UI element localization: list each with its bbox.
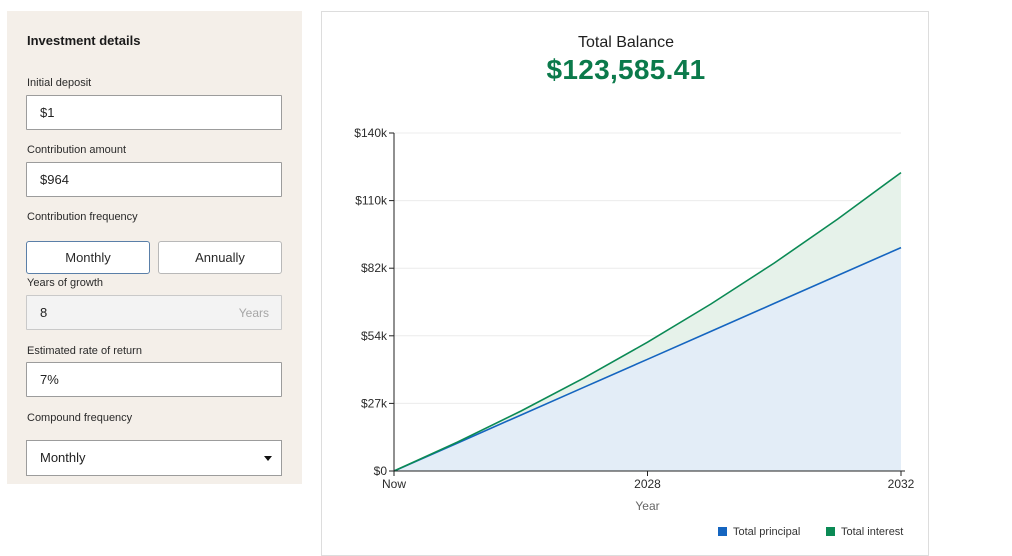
y-tick-label: $82k (361, 261, 388, 275)
compound-frequency-select[interactable]: Monthly (26, 440, 282, 476)
contribution-frequency-label: Contribution frequency (27, 211, 138, 223)
contribution-amount-input[interactable] (26, 162, 282, 197)
interest-line (393, 171, 902, 472)
chart-card: Total Balance $123,585.41 $0 $27k $54k $82k… (321, 11, 929, 556)
y-tick-label: $140k (354, 126, 388, 140)
investment-details-panel: Investment details Initial deposit Contr… (7, 11, 302, 484)
rate-of-return-label: Estimated rate of return (27, 345, 142, 357)
legend-interest-label: Total interest (841, 526, 904, 538)
rate-of-return-input[interactable] (26, 362, 282, 397)
x-axis-title: Year (635, 499, 659, 513)
frequency-monthly-button[interactable]: Monthly (26, 241, 150, 274)
y-tick-label: $0 (374, 464, 388, 478)
y-tick-label: $27k (361, 396, 388, 410)
x-tick-label: 2032 (888, 477, 915, 491)
legend-principal: Total principal (718, 526, 800, 538)
legend-interest: Total interest (826, 526, 903, 538)
legend-principal-label: Total principal (733, 526, 801, 538)
chevron-down-icon (264, 456, 272, 461)
years-of-growth-input[interactable]: 8 Years (26, 295, 282, 330)
contribution-amount-label: Contribution amount (27, 144, 127, 156)
initial-deposit-input[interactable] (26, 95, 282, 130)
initial-deposit-label: Initial deposit (27, 77, 92, 89)
years-value: 8 (40, 305, 48, 320)
total-balance-label: Total Balance (577, 34, 675, 51)
compound-frequency-label: Compound frequency (27, 412, 133, 424)
interest-swatch (826, 527, 835, 536)
principal-line (393, 246, 902, 472)
x-tick-label: Now (382, 477, 406, 491)
frequency-annually-button[interactable]: Annually (158, 241, 282, 274)
principal-swatch (718, 527, 727, 536)
y-tick-label: $54k (361, 329, 388, 343)
panel-title: Investment details (27, 33, 141, 48)
years-suffix: Years (238, 306, 269, 320)
years-of-growth-label: Years of growth (27, 277, 104, 289)
y-tick-label: $110k (355, 194, 388, 208)
x-tick-label: 2028 (634, 477, 661, 491)
total-balance-value: $123,585.41 (546, 54, 706, 85)
compound-frequency-value: Monthly (40, 450, 86, 465)
balance-chart: $0 $27k $54k $82k $110k $140k Now 2028 2032 Year (354, 126, 915, 513)
